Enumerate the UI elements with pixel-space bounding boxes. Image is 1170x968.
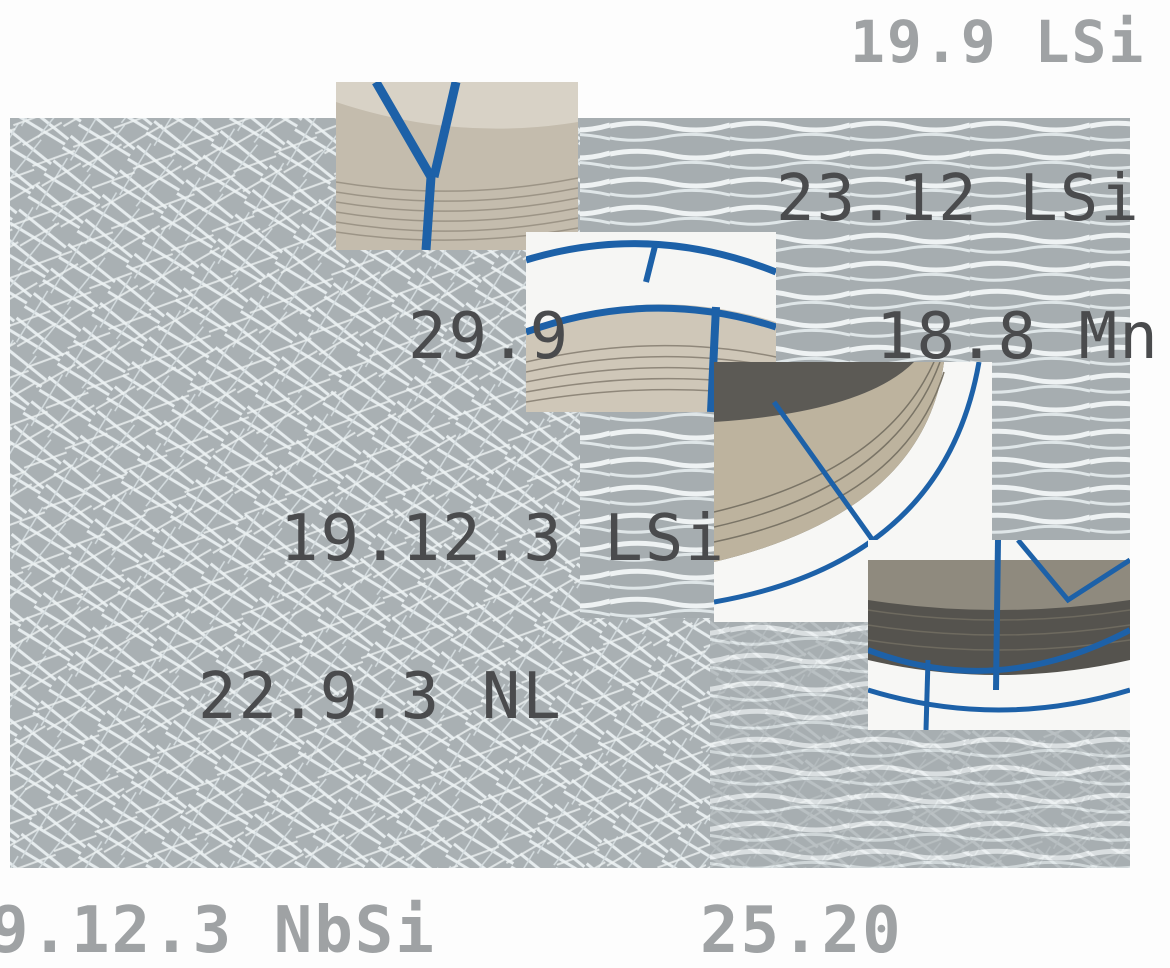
spool-photo-4 xyxy=(868,540,1130,730)
label-19-9-lsi: 19.9 LSi xyxy=(850,8,1146,76)
spool-photo-1 xyxy=(336,82,578,250)
spool-photo-2 xyxy=(526,232,776,412)
label-25-20: 25.20 xyxy=(700,894,903,968)
label-18-8-mn: 18.8 Mn xyxy=(876,300,1160,374)
label-29-9: 29.9 xyxy=(408,300,571,374)
label-23-12-lsi: 23.12 LSi xyxy=(776,162,1141,236)
label-22-9-3-nl: 22.9.3 NL xyxy=(198,660,563,734)
spool-photo-3 xyxy=(714,362,992,622)
label-9-12-3-nbsi: 9.12.3 NbSi xyxy=(0,894,436,968)
label-19-12-3-lsi: 19.12.3 LSi xyxy=(280,502,726,576)
